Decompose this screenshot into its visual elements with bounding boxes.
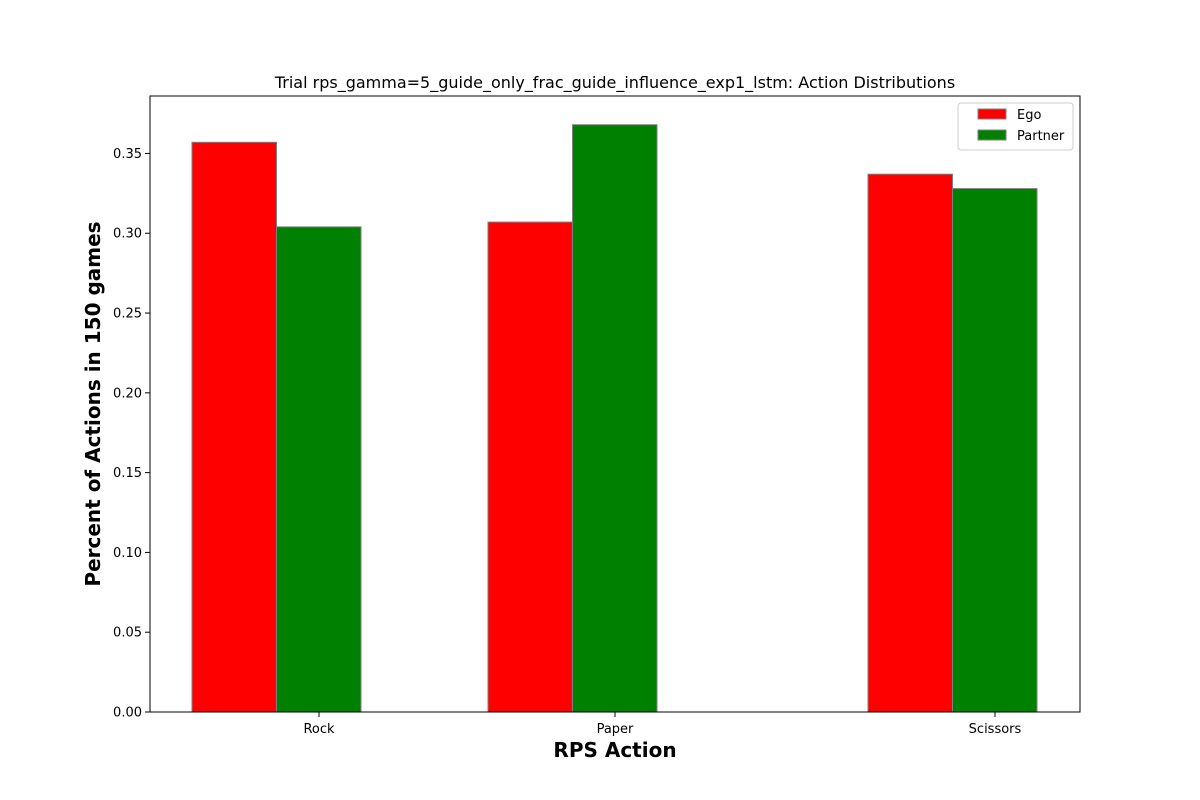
y-tick-label: 0.00 bbox=[113, 706, 142, 721]
legend-label-partner: Partner bbox=[1017, 129, 1065, 144]
legend-swatch-ego bbox=[977, 108, 1007, 120]
x-tick-label-paper: Paper bbox=[597, 722, 634, 737]
bar-partner-scissors bbox=[952, 188, 1038, 713]
y-axis-label: Percent of Actions in 150 games bbox=[81, 221, 105, 586]
y-tick-label: 0.05 bbox=[113, 626, 142, 641]
bar-ego-scissors bbox=[867, 173, 953, 713]
legend-label-ego: Ego bbox=[1017, 108, 1041, 123]
bars-group bbox=[191, 124, 1038, 713]
bar-partner-rock bbox=[276, 226, 362, 713]
y-tick-label: 0.20 bbox=[113, 386, 142, 401]
x-axis-ticks: Rock Paper Scissors bbox=[303, 712, 1022, 737]
chart-title: Trial rps_gamma=5_guide_only_frac_guide_… bbox=[274, 73, 955, 93]
bar-partner-paper bbox=[572, 124, 658, 713]
y-tick-label: 0.30 bbox=[113, 227, 142, 242]
x-tick-label-rock: Rock bbox=[303, 722, 335, 737]
legend: Ego Partner bbox=[957, 102, 1074, 151]
legend-swatch-partner bbox=[977, 129, 1007, 141]
y-tick-label: 0.15 bbox=[113, 466, 142, 481]
plot-area-frame bbox=[149, 95, 1081, 713]
x-tick-label-scissors: Scissors bbox=[969, 722, 1022, 737]
bar-ego-rock bbox=[191, 141, 277, 713]
y-axis-ticks: 0.00 0.05 0.10 0.15 0.20 0.25 0.30 0.35 bbox=[113, 147, 150, 721]
x-axis-label: RPS Action bbox=[553, 738, 676, 762]
y-tick-label: 0.10 bbox=[113, 546, 142, 561]
y-tick-label: 0.35 bbox=[113, 147, 142, 162]
bar-ego-paper bbox=[487, 221, 573, 713]
y-tick-label: 0.25 bbox=[113, 307, 142, 322]
